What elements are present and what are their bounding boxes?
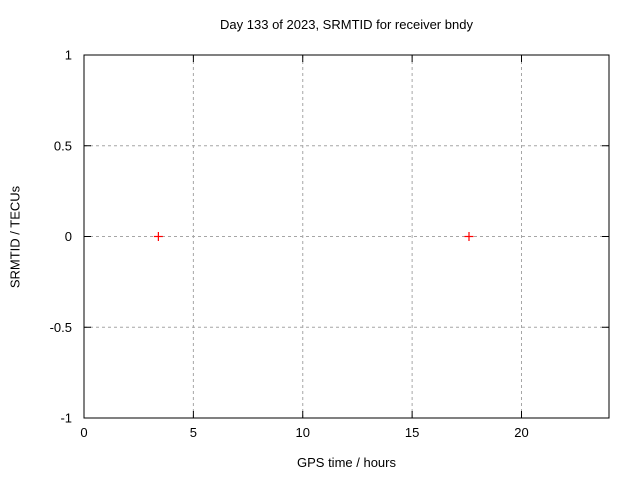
y-tick-label--0.5: -0.5 <box>50 320 72 335</box>
y-tick-label-0: 0 <box>65 229 72 244</box>
y-tick-label-0.5: 0.5 <box>54 138 72 153</box>
x-tick-label-5: 5 <box>190 425 197 440</box>
y-tick-label--1: -1 <box>60 411 72 426</box>
x-tick-label-10: 10 <box>296 425 310 440</box>
plot-border <box>83 54 610 419</box>
chart-title: Day 133 of 2023, SRMTID for receiver bnd… <box>220 17 473 32</box>
x-axis-label: GPS time / hours <box>297 455 396 470</box>
x-tick-label-20: 20 <box>514 425 528 440</box>
x-tick-label-15: 15 <box>405 425 419 440</box>
y-tick-label-1: 1 <box>65 48 72 63</box>
x-tick-label-0: 0 <box>80 425 87 440</box>
